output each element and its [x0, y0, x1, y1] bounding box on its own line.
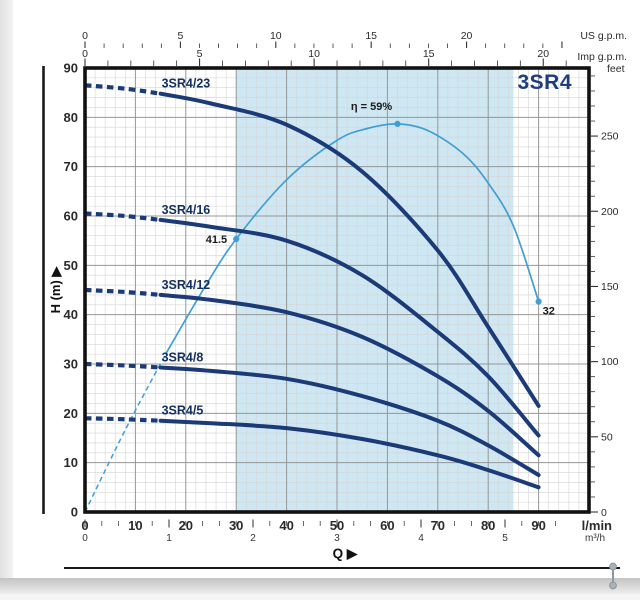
- decorations: [42, 66, 620, 569]
- svg-text:3SR4/16: 3SR4/16: [162, 203, 211, 217]
- plot-border: [83, 66, 591, 514]
- svg-text:80: 80: [64, 110, 78, 125]
- svg-text:3: 3: [334, 533, 340, 544]
- svg-text:32: 32: [543, 306, 555, 318]
- svg-text:41.5: 41.5: [206, 234, 227, 246]
- pump-model-title: 3SR4: [517, 71, 572, 94]
- catalog-page: 3SR4/23 3SR4/16 3SR4/12 3SR4/8 3SR4/5 41.5 η =…: [0, 0, 640, 578]
- svg-text:Q ▶: Q ▶: [333, 546, 359, 561]
- svg-text:200: 200: [601, 206, 619, 218]
- top-axes: 0 5 10 15 20 US g.p.m. 0 5 10 15 20 Imp g.p.m.: [82, 30, 627, 66]
- svg-text:90: 90: [64, 61, 78, 76]
- right-axis-feet: 50 100 150 200 250 0 feet: [591, 63, 625, 519]
- svg-text:10: 10: [64, 455, 78, 470]
- svg-text:30: 30: [64, 357, 78, 372]
- pump-curves: 3SR4/23 3SR4/16 3SR4/12 3SR4/8 3SR4/5: [84, 77, 541, 490]
- svg-text:20: 20: [461, 30, 473, 42]
- svg-text:40: 40: [64, 307, 78, 322]
- svg-text:100: 100: [601, 356, 619, 368]
- svg-text:0: 0: [82, 30, 88, 42]
- svg-text:1: 1: [166, 533, 172, 544]
- svg-text:15: 15: [423, 48, 435, 60]
- svg-text:5: 5: [197, 48, 203, 60]
- svg-text:3SR4/23: 3SR4/23: [162, 77, 211, 91]
- svg-text:4: 4: [418, 533, 424, 544]
- bottom-axis-m3h: 0 1 2 3 4 5 m³/h Q ▶: [82, 519, 605, 561]
- bottom-axis-lmin: 0102030405060708090l/min: [81, 518, 612, 533]
- pump-curve-3SR4-5: 3SR4/5: [84, 404, 541, 490]
- pump-curve-3SR4-8: 3SR4/8: [84, 350, 541, 477]
- svg-text:η = 59%: η = 59%: [351, 101, 392, 113]
- svg-text:150: 150: [601, 281, 619, 293]
- pump-curve-3SR4-23: 3SR4/23: [84, 77, 541, 408]
- svg-text:0: 0: [82, 48, 88, 60]
- svg-text:US g.p.m.: US g.p.m.: [580, 30, 627, 42]
- svg-text:2: 2: [250, 533, 256, 544]
- pump-curve-3SR4-16: 3SR4/16: [84, 203, 541, 438]
- svg-text:250: 250: [601, 131, 619, 143]
- svg-text:5: 5: [177, 30, 183, 42]
- svg-text:60: 60: [64, 209, 78, 224]
- page-bottom-shadow: [0, 578, 640, 594]
- svg-text:20: 20: [537, 48, 549, 60]
- svg-text:Imp g.p.m.: Imp g.p.m.: [577, 51, 627, 63]
- svg-text:5: 5: [502, 533, 508, 544]
- operating-range-band: [236, 68, 514, 512]
- svg-text:0: 0: [82, 533, 88, 544]
- page-left-edge: [0, 0, 13, 578]
- svg-text:70: 70: [64, 159, 78, 174]
- efficiency-annotations: 41.5 η = 59% 32: [206, 101, 555, 318]
- svg-text:10: 10: [308, 48, 320, 60]
- svg-text:50: 50: [64, 258, 78, 273]
- svg-text:15: 15: [365, 30, 377, 42]
- svg-text:10: 10: [270, 30, 282, 42]
- svg-text:3SR4/5: 3SR4/5: [162, 404, 204, 418]
- svg-text:50: 50: [601, 431, 613, 443]
- efficiency-curve: [84, 123, 540, 513]
- svg-text:l/min: l/min: [582, 518, 612, 533]
- svg-text:0: 0: [601, 507, 607, 519]
- page-bottom-background: [0, 594, 640, 600]
- svg-text:3SR4/8: 3SR4/8: [162, 350, 204, 364]
- svg-text:H (m) ▶: H (m) ▶: [48, 266, 63, 314]
- scroll-handle-icon[interactable]: [606, 562, 620, 590]
- left-axis-head: 0 10 20 30 40 50 60 70 80 90 H (m) ▶: [48, 61, 78, 520]
- svg-text:20: 20: [64, 406, 78, 421]
- svg-text:m³/h: m³/h: [585, 533, 605, 544]
- svg-text:3SR4/12: 3SR4/12: [162, 278, 211, 292]
- pump-curve-3SR4-12: 3SR4/12: [84, 278, 541, 458]
- svg-text:feet: feet: [607, 63, 625, 75]
- svg-text:0: 0: [71, 505, 78, 520]
